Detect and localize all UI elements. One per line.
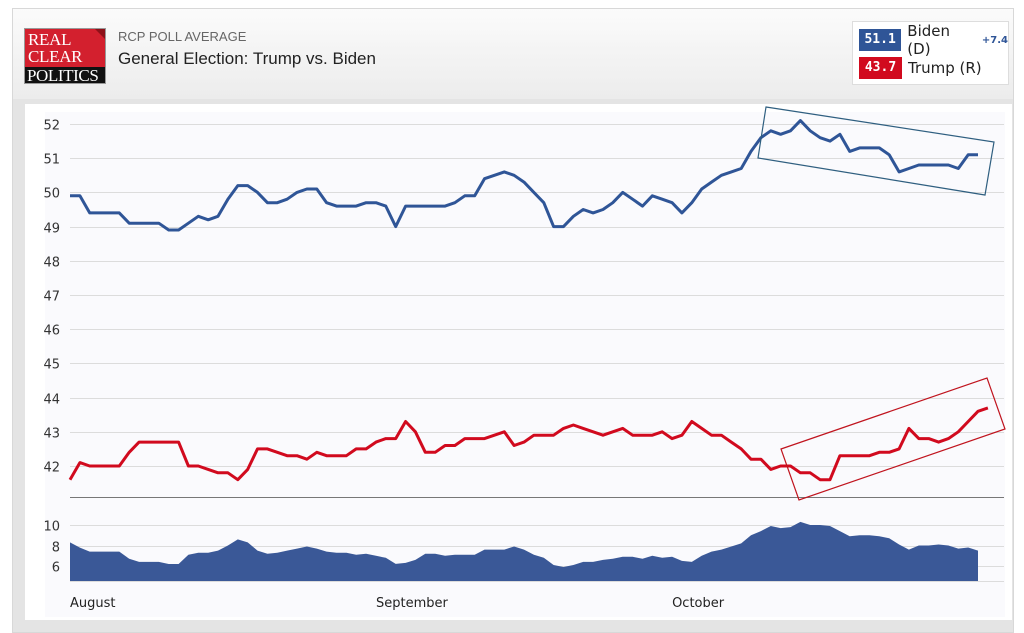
biden-line	[70, 119, 978, 232]
rcp-logo[interactable]: REAL CLEAR POLITICS	[24, 28, 106, 84]
logo-line3: POLITICS	[25, 67, 105, 83]
y-tick-label: 51	[43, 153, 60, 168]
legend-label-trump: Trump (R)	[908, 59, 982, 77]
spread-tick-label: 10	[43, 520, 60, 535]
spread-tick-label: 6	[52, 561, 60, 576]
header	[13, 9, 1013, 99]
trump-line	[68, 406, 989, 482]
legend-item-biden[interactable]: 51.1 Biden (D) +7.4	[859, 22, 1008, 58]
biden-trend-box	[757, 106, 995, 196]
x-axis-labels: August September October	[70, 596, 725, 611]
y-tick-label: 47	[43, 290, 60, 305]
y-tick-label: 48	[43, 256, 60, 271]
trump-trend-box	[780, 377, 1006, 501]
y-tick-label: 45	[43, 358, 60, 373]
y-tick-label: 50	[43, 187, 60, 202]
legend-item-trump[interactable]: 43.7 Trump (R)	[859, 57, 982, 79]
trend-boxes	[757, 106, 1006, 501]
x-tick-label: August	[70, 596, 116, 611]
x-tick-label: September	[376, 596, 449, 611]
y-tick-label: 44	[43, 393, 60, 408]
logo-top: REAL CLEAR	[25, 29, 105, 67]
logo-line1: REAL	[28, 30, 72, 49]
spread-area	[70, 521, 978, 581]
logo-line2: CLEAR	[28, 47, 83, 66]
legend: 51.1 Biden (D) +7.4 43.7 Trump (R)	[852, 21, 1009, 85]
y-tick-label: 42	[43, 461, 60, 476]
chart-title: General Election: Trump vs. Biden	[118, 49, 376, 68]
y-tick-label: 49	[43, 222, 60, 237]
x-tick-label: October	[672, 596, 725, 611]
series-lines	[68, 119, 989, 482]
y-tick-label: 52	[43, 119, 60, 134]
plot-background	[45, 112, 1005, 617]
y-axis-ticks: 42 43 44 45 46 47 48 49 50 51 52	[43, 119, 60, 476]
spread-tick-label: 8	[52, 541, 60, 556]
legend-label-biden: Biden (D)	[907, 22, 951, 58]
spread-axis-ticks: 6 8 10	[43, 520, 60, 576]
legend-value-biden: 51.1	[859, 29, 902, 51]
legend-value-trump: 43.7	[859, 57, 902, 79]
y-tick-label: 43	[43, 427, 60, 442]
y-tick-label: 46	[43, 324, 60, 339]
spread-area-path	[70, 521, 978, 581]
legend-margin-biden: +7.4	[981, 34, 1008, 46]
chart-subtitle: RCP POLL AVERAGE	[118, 29, 247, 44]
